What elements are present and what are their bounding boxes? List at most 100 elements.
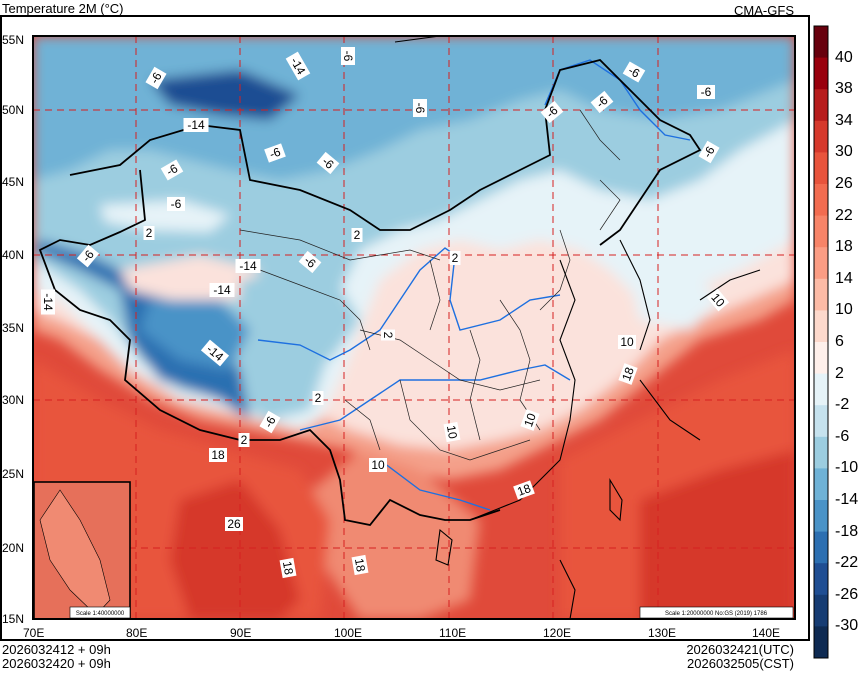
lon-label: 80E	[126, 626, 148, 640]
lat-label: 50N	[2, 103, 25, 117]
colorbar-swatch	[814, 373, 828, 406]
contour-label: 10	[369, 458, 387, 472]
contour-label-text: -14	[187, 118, 205, 132]
lat-label: 45N	[2, 175, 25, 189]
contour-label: 18	[513, 480, 535, 500]
contour-label-box	[279, 557, 297, 579]
colorbar-tick-label: 40	[835, 48, 853, 66]
colorbar-tick-label: -26	[835, 585, 859, 603]
contour-label: -14	[235, 259, 261, 273]
colorbar-swatch	[814, 563, 828, 596]
contour-label-box	[697, 85, 715, 99]
contour-label-text: 2	[241, 433, 248, 447]
colorbar-swatch	[814, 247, 828, 280]
contour-label-text: 2	[315, 391, 322, 405]
grid-lines	[33, 36, 795, 619]
colorbar-swatch	[814, 342, 828, 375]
contour-label-box	[167, 197, 185, 211]
colorbar-tick-label: -22	[835, 554, 859, 572]
contour-label-box	[413, 99, 427, 117]
init-time-utc: 2026032412 + 09h	[2, 642, 111, 657]
contour-label-text: 10	[620, 335, 634, 349]
lon-label: 100E	[334, 626, 363, 640]
colorbar-swatch	[814, 89, 828, 122]
lat-label: 15N	[2, 612, 25, 626]
contour-label-box	[209, 448, 227, 462]
contour-label-box	[76, 244, 100, 268]
contour-label-text: 18	[515, 481, 533, 499]
contour-label: 10	[618, 335, 636, 349]
contour-label-text: 18	[619, 365, 637, 383]
contour-label-text: 2	[381, 332, 395, 339]
contour-label-box	[520, 409, 540, 431]
contour-label: -14	[209, 283, 235, 297]
contour-label-text: 2	[146, 226, 153, 240]
colorbar-tick-label: 22	[835, 206, 853, 224]
contour-label-text: -14	[213, 283, 231, 297]
init-time-cst: 2026032420 + 09h	[2, 656, 111, 671]
lat-label: 55N	[2, 33, 25, 47]
contour-label-box	[341, 47, 355, 65]
colorbar-tick-label: -18	[835, 522, 859, 540]
outer-frame	[0, 15, 810, 641]
colorbar-swatch	[814, 626, 828, 659]
contour-label-text: 18	[211, 448, 225, 462]
colorbar-swatch	[814, 531, 828, 564]
contour-label: -14	[183, 118, 209, 132]
contour-label: 10	[443, 421, 461, 443]
colorbar-tick-label: 30	[835, 143, 853, 161]
contour-label-box	[209, 283, 235, 297]
country-borders	[38, 59, 702, 526]
contour-label-box	[590, 90, 614, 114]
contour-label-text: 2	[354, 228, 361, 242]
lon-label: 90E	[230, 626, 252, 640]
lat-label: 35N	[2, 321, 25, 335]
contour-label-box	[351, 554, 369, 576]
contour-label: 26	[225, 517, 243, 531]
contour-label-box	[706, 288, 730, 312]
contour-label: 2	[449, 251, 461, 265]
colorbar-tick-label: 18	[835, 238, 853, 256]
colorbar-swatch	[814, 26, 828, 59]
contour-label: 18	[618, 363, 638, 385]
contour-label-text: -14	[41, 293, 55, 311]
contour-label: 10	[520, 409, 540, 431]
contour-label-text: -6	[171, 197, 182, 211]
contour-label: -6	[540, 100, 564, 124]
contour-label: 10	[706, 288, 730, 312]
contour-label: 2	[143, 226, 155, 240]
lon-label: 70E	[23, 626, 45, 640]
lat-label: 20N	[2, 541, 25, 555]
inset-scale-text: Scale 1:40000000	[76, 611, 125, 617]
colorbar-tick-label: 14	[835, 269, 853, 287]
contour-label: 2	[238, 433, 250, 447]
main-scale-text: Scale 1:20000000 No:GS (2019) 1786	[665, 611, 768, 617]
contour-label-box	[200, 339, 230, 367]
contour-label-box	[312, 391, 324, 405]
contour-label: -6	[698, 140, 720, 164]
contour-label-box	[443, 421, 461, 443]
contour-label-text: -14	[239, 259, 257, 273]
colorbar-tick-label: 2	[835, 364, 844, 382]
colorbar-tick-label: 34	[835, 111, 853, 129]
colorbar-tick-label: 38	[835, 80, 853, 98]
lon-label: 110E	[439, 626, 467, 640]
lat-label: 25N	[2, 467, 25, 481]
contour-label-text: -6	[341, 51, 355, 62]
colorbar	[813, 25, 829, 659]
map-title: Temperature 2M (°C)	[2, 1, 124, 16]
colorbar-tick-label: -6	[835, 427, 850, 445]
contour-label: -6	[167, 197, 185, 211]
contour-label-text: 18	[280, 560, 296, 576]
lat-label: 40N	[2, 248, 25, 262]
contour-label-text: 18	[352, 557, 368, 573]
contour-label-box	[183, 118, 209, 132]
contour-label-box	[145, 66, 167, 90]
contour-label: 2	[312, 391, 324, 405]
contour-label-box	[264, 143, 286, 163]
contour-label: -6	[76, 244, 100, 268]
contour-label: -6	[145, 66, 167, 90]
contour-label-box	[298, 250, 322, 274]
contour-label: -6	[316, 151, 340, 175]
contour-label: 18	[351, 554, 369, 576]
